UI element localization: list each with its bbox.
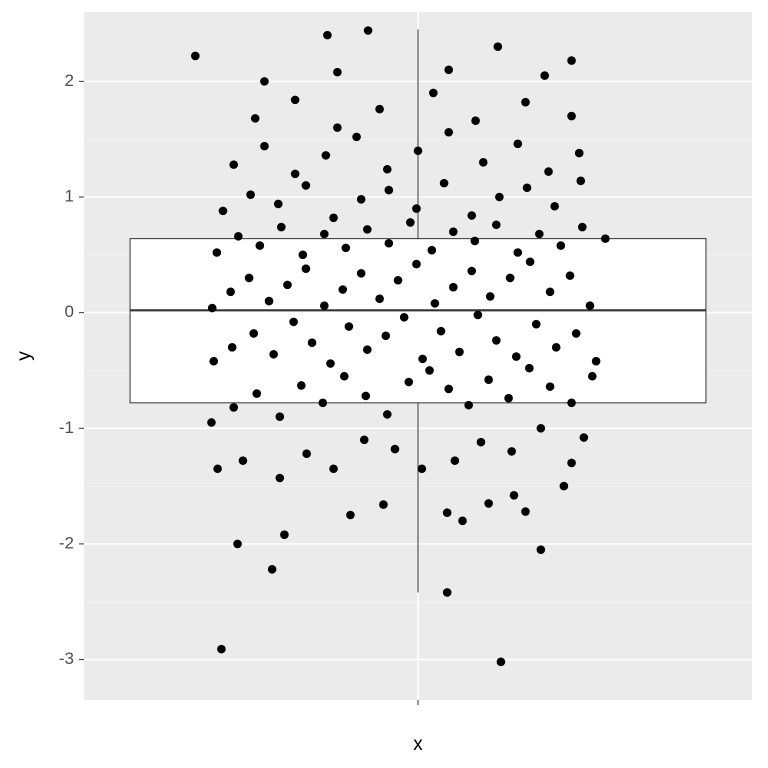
svg-text:y: y <box>14 351 35 361</box>
boxplot-chart: -3 -2 -1 0 1 2 y x <box>0 0 768 768</box>
chart-svg: -3 -2 -1 0 1 2 y x <box>0 0 768 768</box>
svg-text:-2: -2 <box>59 533 74 552</box>
svg-text:x: x <box>413 734 423 755</box>
svg-text:-1: -1 <box>59 418 74 437</box>
svg-text:-3: -3 <box>59 649 74 668</box>
svg-text:2: 2 <box>65 71 74 90</box>
svg-text:1: 1 <box>65 186 74 205</box>
svg-text:0: 0 <box>65 302 74 321</box>
